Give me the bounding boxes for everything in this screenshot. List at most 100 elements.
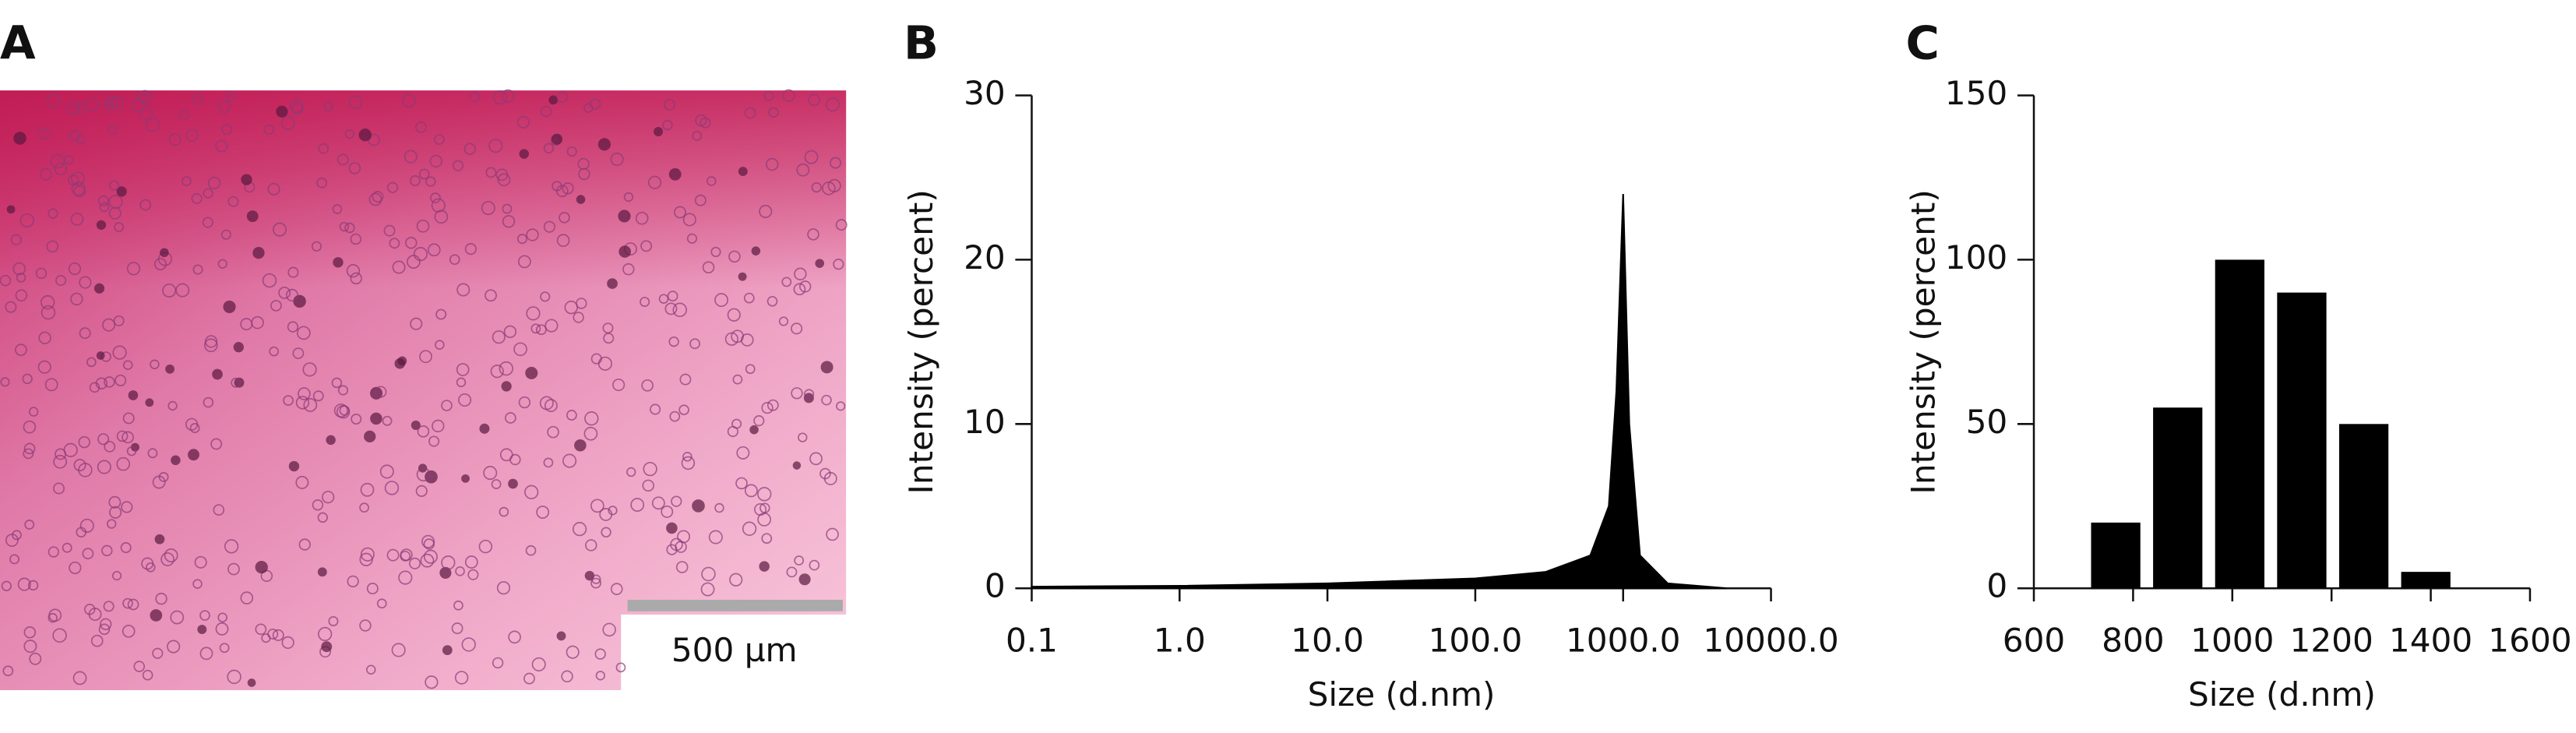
y-tick-label: 50 xyxy=(1966,403,2008,441)
cell xyxy=(351,414,362,425)
cell xyxy=(150,609,163,622)
cell xyxy=(692,499,705,513)
cell xyxy=(23,420,37,434)
cell xyxy=(735,477,748,490)
micrograph xyxy=(0,89,851,697)
cell xyxy=(23,640,37,654)
cell xyxy=(786,566,798,578)
cell xyxy=(679,373,692,386)
cell xyxy=(743,292,755,304)
cell xyxy=(413,247,428,262)
cell xyxy=(160,552,175,566)
cell xyxy=(246,210,259,223)
cell xyxy=(791,322,803,335)
cell xyxy=(79,276,92,289)
cell xyxy=(425,675,439,689)
cell xyxy=(298,538,311,551)
cell xyxy=(154,534,165,544)
cell xyxy=(115,374,127,386)
cell xyxy=(344,129,355,139)
cell xyxy=(74,101,86,114)
cell xyxy=(27,580,39,591)
cell xyxy=(781,277,792,287)
cell xyxy=(112,345,127,360)
cell xyxy=(681,456,696,470)
cell xyxy=(100,618,112,630)
cell xyxy=(97,460,111,474)
cell xyxy=(556,234,570,248)
cell xyxy=(364,430,376,443)
cell xyxy=(207,176,221,190)
cell xyxy=(662,119,673,131)
cell xyxy=(415,121,427,133)
cell xyxy=(594,648,606,660)
cell xyxy=(318,626,333,642)
cell xyxy=(126,446,137,456)
cell xyxy=(439,566,452,579)
cell xyxy=(108,206,122,220)
cell xyxy=(317,512,328,523)
cell xyxy=(702,261,715,274)
cell xyxy=(572,522,587,537)
cell xyxy=(508,630,521,644)
cell xyxy=(97,195,109,206)
cell xyxy=(348,162,361,174)
cell xyxy=(595,671,606,681)
cell xyxy=(671,495,682,507)
cell xyxy=(559,212,570,224)
cell xyxy=(738,167,748,176)
cell xyxy=(411,420,421,430)
cell xyxy=(350,233,362,245)
cell xyxy=(478,539,493,554)
cell xyxy=(727,308,741,322)
cell xyxy=(185,418,199,431)
y-tick-label: 20 xyxy=(964,238,1006,277)
cell xyxy=(168,133,181,146)
cell xyxy=(86,357,97,368)
cell xyxy=(122,412,135,425)
cell xyxy=(667,291,678,302)
cell xyxy=(590,577,601,589)
cell xyxy=(796,163,810,177)
cell xyxy=(654,127,664,136)
y-tick-label: 0 xyxy=(1986,567,2007,605)
cell xyxy=(744,484,758,498)
cell xyxy=(332,204,343,214)
cell xyxy=(403,150,418,164)
cell xyxy=(564,300,579,315)
cell xyxy=(499,506,509,517)
cell xyxy=(724,332,738,346)
cell xyxy=(661,505,674,518)
cell xyxy=(826,527,839,541)
cell xyxy=(316,177,328,189)
cell xyxy=(23,448,34,460)
cell xyxy=(757,487,772,502)
cell xyxy=(48,612,58,623)
cell xyxy=(101,544,113,557)
cell xyxy=(651,496,665,510)
cell xyxy=(682,213,696,227)
cell xyxy=(548,95,559,105)
cell xyxy=(350,272,362,285)
cell xyxy=(44,378,58,392)
cell xyxy=(5,301,17,313)
cell xyxy=(707,176,717,186)
cell xyxy=(566,645,580,659)
cell xyxy=(423,538,435,550)
cell xyxy=(116,430,129,442)
cell xyxy=(610,583,623,595)
x-tick-label: 10000.0 xyxy=(1703,621,1838,659)
cell xyxy=(382,415,393,426)
cell xyxy=(623,192,634,203)
cell xyxy=(110,96,125,110)
cell xyxy=(738,272,747,281)
cell xyxy=(601,527,611,537)
cell xyxy=(37,360,51,374)
cell xyxy=(728,250,741,263)
cell xyxy=(76,527,87,538)
cell xyxy=(347,575,359,588)
cell xyxy=(583,426,598,441)
cell xyxy=(52,628,67,643)
cell xyxy=(241,174,252,185)
cell xyxy=(692,130,703,141)
